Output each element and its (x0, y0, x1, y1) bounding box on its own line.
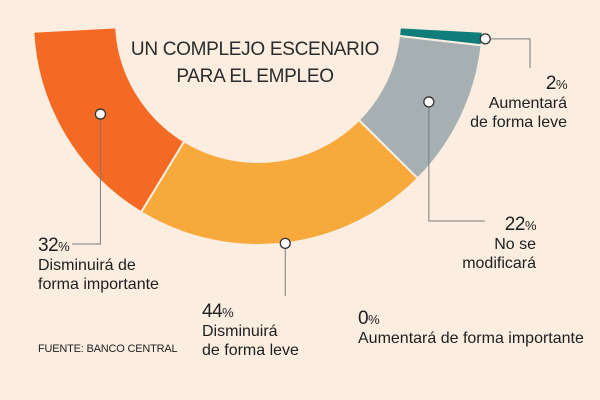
category-label-line2: de forma leve (470, 114, 567, 131)
leader-line-aumentara-leve (485, 38, 531, 68)
percent-sign: % (368, 312, 380, 327)
label-aumentara-leve: 2% Aumentará de forma leve (470, 74, 567, 132)
category-label-line1: No se (494, 236, 536, 253)
percent-sign: % (555, 77, 568, 92)
value-label-disminuira-leve: 44 (202, 301, 223, 322)
marker-aumentara-leve (479, 33, 491, 45)
label-disminuira-leve: 44% Disminuirá de forma leve (202, 302, 299, 360)
marker-disminuira-importante (94, 108, 107, 120)
label-aumentara-importante: 0% Aumentará de forma importante (358, 309, 584, 348)
chart-title-line1: UN COMPLEJO ESCENARIO (130, 39, 380, 60)
marker-disminuira-leve (279, 237, 291, 249)
marker-no-se-modificara (423, 96, 435, 108)
category-label-line2: forma importante (38, 276, 159, 293)
percent-sign: % (58, 239, 70, 254)
percent-sign: % (524, 218, 537, 233)
value-label-disminuira-importante: 32 (38, 235, 59, 256)
value-label-aumentara-importante: 0 (358, 308, 369, 329)
chart-title: UN COMPLEJO ESCENARIO PARA EL EMPLEO (120, 36, 390, 90)
leader-line-disminuira-importante (72, 114, 101, 245)
source-note: FUENTE: BANCO CENTRAL (38, 343, 178, 355)
category-label-line2: de forma leve (202, 342, 299, 359)
category-label-line1: Disminuirá de (38, 257, 136, 274)
category-label-line1: Aumentará de forma importante (358, 330, 584, 347)
value-label-aumentara-leve: 2 (545, 73, 557, 94)
leader-line-no-se-modificara (428, 101, 485, 222)
value-label-no-se-modificara: 22 (504, 214, 526, 235)
label-no-se-modificara: 22% No se modificará (462, 215, 536, 273)
slice-disminuira-leve (139, 118, 420, 246)
category-label-line1: Aumentará (488, 95, 567, 112)
label-disminuira-importante: 32% Disminuirá de forma importante (38, 236, 159, 294)
category-label-line1: Disminuirá (202, 323, 278, 340)
slice-disminuira-importante (32, 26, 186, 214)
chart-title-line2: PARA EL EMPLEO (176, 66, 334, 87)
category-label-line2: modificará (462, 255, 536, 272)
percent-sign: % (222, 305, 234, 320)
